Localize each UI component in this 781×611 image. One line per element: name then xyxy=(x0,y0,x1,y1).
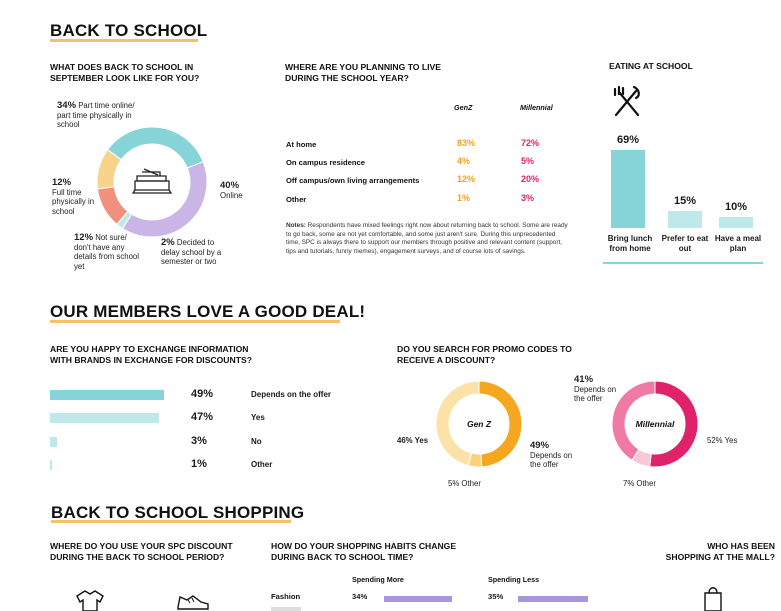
eating-value-label: 10% xyxy=(724,200,748,213)
eating-value-label: 15% xyxy=(673,195,697,208)
fashion-more-bar xyxy=(384,596,452,602)
section-title-shopping: BACK TO SCHOOL SHOPPING xyxy=(51,503,305,522)
exchange-category-label: Other xyxy=(251,460,273,469)
mill-depends-label: 41% Depends on the offer xyxy=(574,374,617,403)
fashion-more-value: 34% xyxy=(352,592,368,601)
exchange-value-label: 47% xyxy=(191,411,214,423)
fashion-less-bar xyxy=(518,596,588,602)
shirt-icon xyxy=(76,590,104,611)
living-row-label: At home xyxy=(286,140,317,149)
fashion-less-value: 35% xyxy=(488,592,504,601)
exchange-category-label: Yes xyxy=(251,413,265,422)
sept-label-online: 40% Online xyxy=(220,180,243,200)
eating-baseline xyxy=(603,262,763,264)
sept-label-not-sure: 12% Not sure/ don't have any details fro… xyxy=(74,232,140,271)
exchange-category-label: No xyxy=(251,437,262,446)
genz-depends-label: 49% Depends on the offer xyxy=(530,440,573,469)
living-mill-value: 5% xyxy=(521,156,535,166)
exchange-value-label: 3% xyxy=(191,435,207,447)
section-title-back-to-school: BACK TO SCHOOL xyxy=(50,21,208,40)
eating-bar xyxy=(668,211,702,228)
living-notes: Notes: Respondents have mixed feelings r… xyxy=(286,222,568,255)
fork-knife-icon xyxy=(613,85,640,117)
mill-yes-label: 52% Yes xyxy=(707,436,738,445)
exchange-question: ARE YOU HAPPY TO EXCHANGE INFORMATION WI… xyxy=(50,344,252,365)
living-question: WHERE ARE YOU PLANNING TO LIVE DURING TH… xyxy=(285,62,441,83)
exchange-bar xyxy=(50,437,57,447)
eating-bar xyxy=(719,216,753,228)
exchange-bar xyxy=(50,460,53,470)
col-header-genz: GenZ xyxy=(454,103,473,112)
exchange-value-label: 49% xyxy=(191,388,214,400)
september-question: WHAT DOES BACK TO SCHOOL IN SEPTEMBER LO… xyxy=(50,62,200,83)
genz-yes-label: 46% Yes xyxy=(397,436,429,445)
section-underline xyxy=(50,39,198,42)
section-title-good-deal: OUR MEMBERS LOVE A GOOD DEAL! xyxy=(50,302,366,321)
eating-category-label: Bring lunch from home xyxy=(607,234,653,253)
genz-other-label: 5% Other xyxy=(448,479,481,488)
exchange-category-label: Depends on the offer xyxy=(251,390,332,399)
discount-question: WHERE DO YOU USE YOUR SPC DISCOUNT DURIN… xyxy=(50,541,233,562)
mill-slice xyxy=(611,380,656,461)
eating-bar xyxy=(611,150,645,228)
eating-value-label: 69% xyxy=(616,134,640,146)
col-header-millennial: Millennial xyxy=(520,103,553,112)
spending-less-header: Spending Less xyxy=(488,575,540,584)
eating-category-label: Have a meal plan xyxy=(714,234,762,253)
sept-slice xyxy=(121,161,208,238)
eating-category-label: Prefer to eat out xyxy=(661,234,709,253)
fashion-row-label: Fashion xyxy=(271,592,301,601)
exchange-value-label: 1% xyxy=(191,458,207,470)
mall-question: WHO HAS BEEN SHOPPING AT THE MALL? xyxy=(665,541,775,562)
sept-label-delay: 2% Decided to delay school by a semester… xyxy=(161,237,222,266)
promo-question: DO YOU SEARCH FOR PROMO CODES TO RECEIVE… xyxy=(397,344,572,365)
mill-center-label: Millennial xyxy=(636,419,675,429)
sept-label-part-time: 34% Part time online/ part time physical… xyxy=(57,100,135,129)
section-underline xyxy=(50,320,340,323)
living-genz-value: 83% xyxy=(457,138,476,148)
living-genz-value: 1% xyxy=(457,193,471,203)
living-mill-value: 20% xyxy=(521,174,540,184)
sept-label-full-time: 12% Full time physically in school xyxy=(52,177,95,216)
shoe-icon xyxy=(177,595,209,610)
living-row-label: Off campus/own living arrangements xyxy=(286,176,420,185)
habits-question: HOW DO YOUR SHOPPING HABITS CHANGE DURIN… xyxy=(271,541,457,562)
living-mill-value: 3% xyxy=(521,193,535,203)
exchange-bar xyxy=(50,413,160,423)
genz-donut-chart: Gen Z xyxy=(435,380,523,468)
mill-other-label: 7% Other xyxy=(623,479,656,488)
living-row-label: Other xyxy=(286,195,307,204)
sept-slice xyxy=(96,148,122,190)
spending-more-header: Spending More xyxy=(352,575,404,584)
genz-slice xyxy=(435,380,480,467)
millennial-donut-chart: Millennial xyxy=(611,380,699,468)
next-row-hint xyxy=(271,607,301,611)
genz-center-label: Gen Z xyxy=(467,419,492,429)
eating-question: EATING AT SCHOOL xyxy=(609,61,693,71)
september-donut-chart xyxy=(96,126,208,238)
section-underline xyxy=(51,520,291,523)
living-mill-value: 72% xyxy=(521,138,540,148)
living-row-label: On campus residence xyxy=(286,158,365,167)
living-genz-value: 12% xyxy=(457,174,476,184)
books-icon xyxy=(131,168,173,194)
exchange-bar xyxy=(50,390,164,400)
living-genz-value: 4% xyxy=(457,156,471,166)
sept-slice xyxy=(106,126,204,169)
shopping-bag-icon xyxy=(704,587,722,611)
